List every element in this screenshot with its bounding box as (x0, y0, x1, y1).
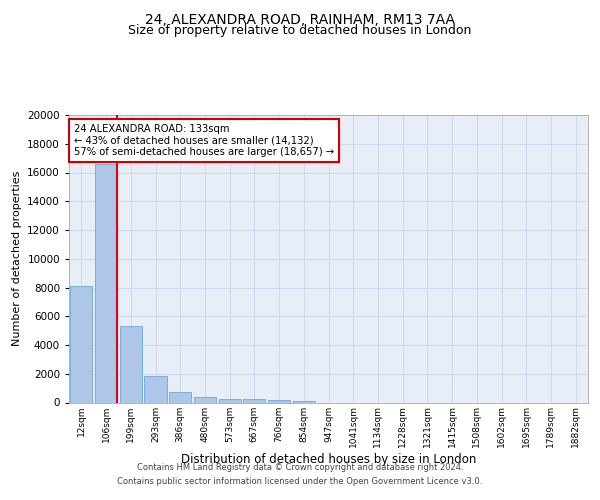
Bar (218, 398, 241, 402)
Text: 24, ALEXANDRA ROAD, RAINHAM, RM13 7AA: 24, ALEXANDRA ROAD, RAINHAM, RM13 7AA (145, 12, 455, 26)
Bar (70, 286, 92, 403)
Bar (243, 400, 265, 402)
Bar (194, 398, 216, 402)
X-axis label: Distribution of detached houses by size in London: Distribution of detached houses by size … (181, 453, 476, 466)
Bar (169, 392, 191, 402)
Text: Size of property relative to detached houses in London: Size of property relative to detached ho… (128, 24, 472, 37)
Bar (145, 376, 167, 402)
Text: 24 ALEXANDRA ROAD: 133sqm
← 43% of detached houses are smaller (14,132)
57% of s: 24 ALEXANDRA ROAD: 133sqm ← 43% of detac… (74, 124, 334, 157)
Bar (293, 400, 315, 402)
Bar (119, 326, 142, 402)
Text: Contains public sector information licensed under the Open Government Licence v3: Contains public sector information licen… (118, 477, 482, 486)
Bar (268, 400, 290, 402)
Text: Contains HM Land Registry data © Crown copyright and database right 2024.: Contains HM Land Registry data © Crown c… (137, 464, 463, 472)
Y-axis label: Number of detached properties: Number of detached properties (11, 171, 22, 346)
Bar (95, 164, 117, 402)
